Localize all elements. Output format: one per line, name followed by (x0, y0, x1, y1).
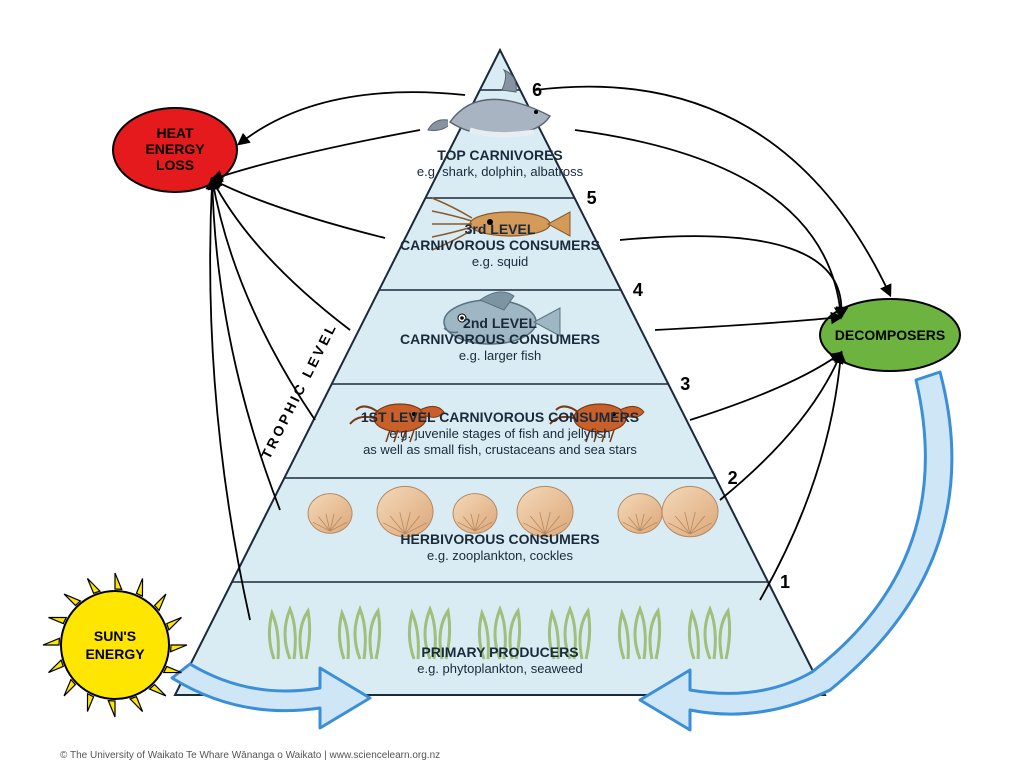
level-example: e.g. larger fish (459, 348, 541, 363)
level-number: 5 (587, 188, 597, 208)
sun-label: ENERGY (85, 646, 145, 662)
level-title: 1ST LEVEL CARNIVOROUS CONSUMERS (361, 409, 639, 425)
sun-label: SUN'S (94, 628, 136, 644)
pyramid: 1 PRIMARY PRODUCERSe.g. phytoplankton, se… (175, 50, 825, 695)
level-example: e.g. shark, dolphin, albatross (417, 164, 584, 179)
level-number: 4 (633, 280, 643, 300)
heat-label: HEAT (156, 125, 194, 141)
heat-label: LOSS (156, 157, 194, 173)
credit-text: © The University of Waikato Te Whare Wān… (60, 750, 440, 761)
level-example: as well as small fish, crustaceans and s… (363, 442, 637, 457)
trophic-pyramid-diagram: 1 PRIMARY PRODUCERSe.g. phytoplankton, se… (0, 0, 1024, 768)
level-title: CARNIVOROUS CONSUMERS (400, 237, 600, 253)
decomposers-label: DECOMPOSERS (835, 327, 945, 343)
level-example: e.g. squid (472, 254, 528, 269)
level-number: 3 (680, 374, 690, 394)
level-title: 2nd LEVEL (463, 315, 537, 331)
sun-bubble: SUN'S ENERGY (43, 573, 187, 717)
level-number: 1 (780, 572, 790, 592)
level-example: e.g. phytoplankton, seaweed (417, 661, 583, 676)
level-title: CARNIVOROUS CONSUMERS (400, 331, 600, 347)
level-example: e.g. juvenile stages of fish and jellyfi… (389, 426, 610, 441)
level-title: TOP CARNIVORES (437, 147, 563, 163)
level-title: HERBIVOROUS CONSUMERS (400, 531, 599, 547)
level-example: e.g. zooplankton, cockles (427, 548, 573, 563)
level-number: 2 (728, 468, 738, 488)
heat-energy-loss-bubble: HEATENERGYLOSS (113, 108, 237, 192)
level-title: 3rd LEVEL (465, 221, 536, 237)
level-title: PRIMARY PRODUCERS (421, 644, 578, 660)
heat-label: ENERGY (145, 141, 205, 157)
